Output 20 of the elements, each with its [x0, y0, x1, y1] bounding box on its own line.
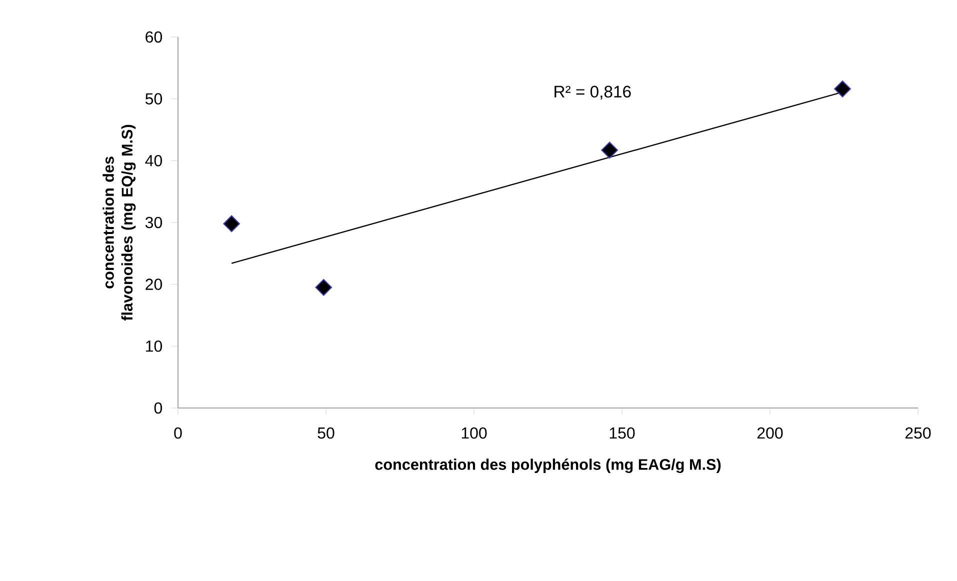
y-tick-label: 20 [146, 278, 162, 290]
x-tick-label: 250 [905, 427, 931, 439]
annotation: R² = 0,816 [554, 86, 631, 100]
x-tick-label: 50 [318, 427, 334, 439]
y-tick-label: 40 [145, 155, 162, 166]
x-axis-title: concentration des polyphénols (mg EAG/g M.S) [375, 458, 721, 473]
point [601, 142, 618, 159]
x-tick-label: 0 [174, 427, 182, 439]
point [223, 215, 240, 232]
y-axis-title: concentration des flavonoides (mg EQ/g M.S) [102, 124, 136, 321]
y-tick-label: 0 [154, 402, 162, 414]
y-tick-label: 10 [146, 340, 162, 352]
x-tick-label: 200 [757, 427, 783, 439]
point [834, 80, 851, 98]
y-tick-label: 60 [146, 31, 162, 43]
point [315, 278, 332, 296]
y-tick-label: 50 [145, 93, 162, 104]
y-tick-label: 30 [145, 216, 162, 228]
x-tick-label: 100 [462, 427, 487, 439]
x-tick-label: 150 [610, 427, 635, 439]
